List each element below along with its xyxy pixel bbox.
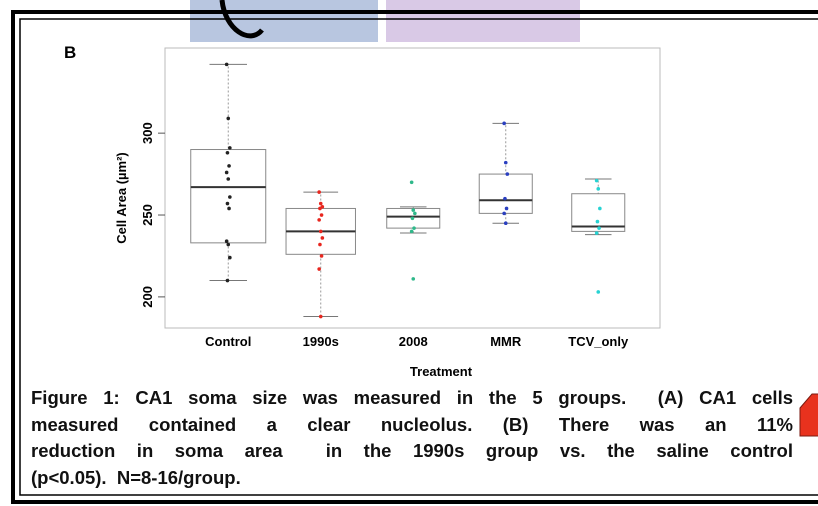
point bbox=[596, 187, 601, 191]
point bbox=[226, 177, 231, 181]
y-tick-label: 250 bbox=[140, 204, 155, 226]
point bbox=[225, 278, 230, 283]
box bbox=[571, 193, 626, 232]
point bbox=[225, 150, 230, 155]
point bbox=[319, 213, 324, 217]
x-tick-label: 1990s bbox=[303, 334, 339, 349]
point bbox=[504, 206, 509, 211]
border-inner bbox=[19, 18, 818, 496]
point bbox=[503, 160, 508, 165]
image-a-drawing bbox=[219, 0, 264, 39]
point bbox=[598, 206, 602, 211]
x-axis-label: Treatment bbox=[410, 364, 473, 379]
point bbox=[595, 219, 600, 224]
point bbox=[318, 201, 323, 206]
point bbox=[227, 164, 231, 168]
point bbox=[596, 290, 601, 294]
point bbox=[226, 116, 231, 121]
point bbox=[317, 218, 321, 222]
x-tick-label: Control bbox=[205, 334, 251, 349]
point bbox=[228, 146, 232, 150]
box bbox=[478, 173, 533, 214]
x-tick-label: TCV_only bbox=[568, 334, 629, 349]
y-tick-label: 300 bbox=[140, 122, 155, 144]
point bbox=[594, 231, 599, 235]
point bbox=[503, 221, 508, 226]
plot-frame bbox=[164, 47, 661, 329]
border-outer bbox=[11, 10, 818, 504]
x-tick-label: MMR bbox=[490, 334, 522, 349]
point bbox=[594, 178, 599, 183]
point bbox=[597, 226, 601, 230]
point bbox=[411, 277, 416, 281]
caption-line: measured contained a clear nucleolus. (B… bbox=[31, 413, 793, 435]
point bbox=[319, 254, 324, 258]
point bbox=[505, 172, 510, 176]
x-tick-label: 2008 bbox=[399, 334, 428, 349]
point bbox=[318, 206, 322, 211]
point bbox=[228, 255, 232, 260]
point bbox=[318, 314, 323, 319]
point bbox=[227, 206, 231, 211]
point bbox=[318, 229, 323, 234]
image-b bbox=[386, 0, 580, 42]
caption: Figure 1: CA1 soma size was measured in … bbox=[31, 385, 793, 491]
red-arrow bbox=[799, 393, 818, 437]
caption-line: reduction in soma area in the 1990s grou… bbox=[31, 440, 793, 461]
caption-line: (p<0.05). N=8-16/group. bbox=[31, 466, 241, 488]
point bbox=[409, 180, 414, 185]
point bbox=[413, 211, 417, 216]
point bbox=[228, 195, 232, 199]
point bbox=[320, 236, 325, 240]
point bbox=[410, 216, 415, 221]
point bbox=[412, 226, 416, 230]
y-tick-label: 200 bbox=[140, 286, 155, 308]
point bbox=[409, 229, 414, 234]
point bbox=[317, 267, 321, 271]
point bbox=[224, 239, 229, 244]
caption-line: Figure 1: CA1 soma size was measured in … bbox=[31, 387, 793, 408]
point bbox=[502, 211, 506, 216]
y-axis-label: Cell Area (µm²) bbox=[114, 152, 129, 244]
panel-label: B bbox=[64, 43, 76, 62]
point bbox=[225, 201, 230, 206]
point bbox=[503, 196, 507, 201]
point bbox=[224, 170, 229, 175]
point bbox=[502, 121, 506, 126]
point bbox=[317, 190, 321, 194]
image-a bbox=[190, 0, 378, 42]
point bbox=[318, 242, 322, 247]
point bbox=[224, 62, 229, 67]
point bbox=[411, 208, 416, 212]
point bbox=[226, 242, 231, 247]
